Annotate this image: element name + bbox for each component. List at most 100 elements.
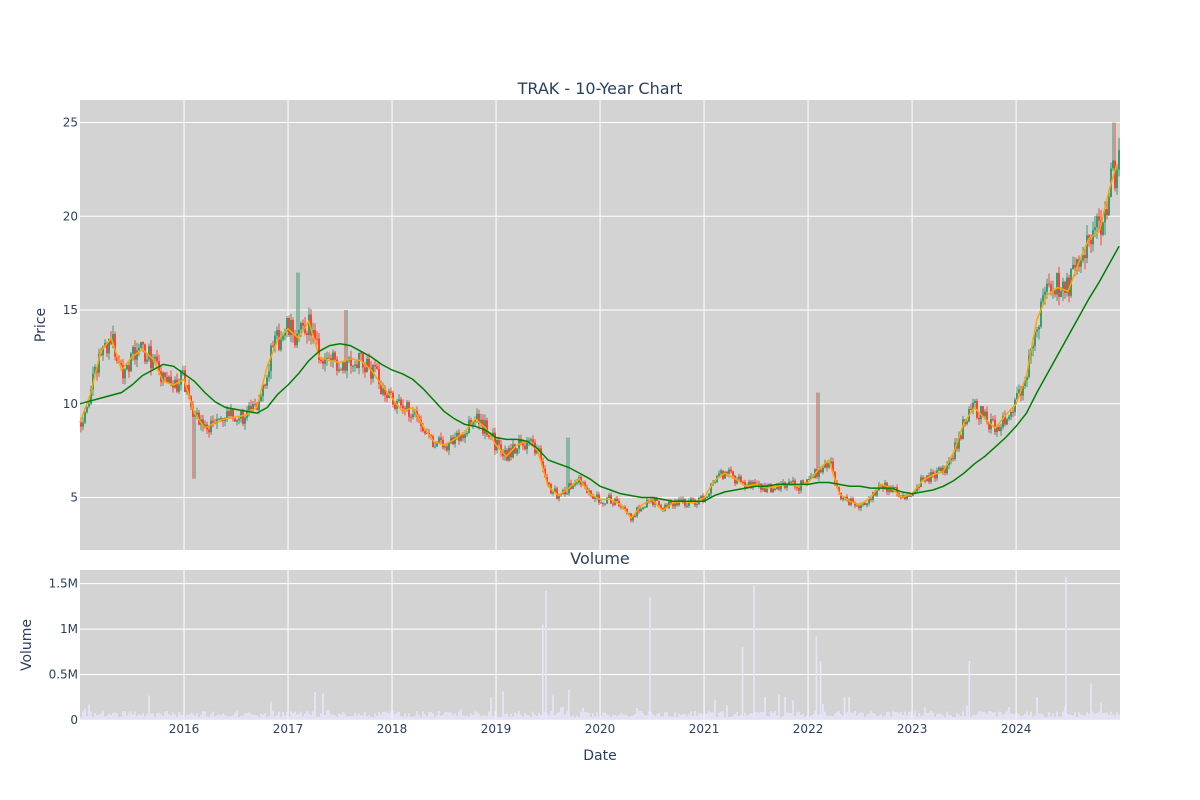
candle-body: [498, 439, 500, 445]
volume-bar: [950, 715, 952, 720]
candle-body: [480, 419, 482, 425]
candle-body: [476, 413, 478, 420]
candle-body: [946, 465, 948, 474]
volume-bar: [1112, 714, 1114, 720]
candle-body: [90, 389, 92, 404]
candle-body: [488, 435, 490, 438]
volume-bar: [414, 715, 416, 720]
candle-body: [532, 439, 534, 443]
volume-bar: [944, 717, 946, 720]
candle-body: [640, 508, 642, 512]
candle-body: [790, 481, 792, 483]
volume-bar: [152, 713, 154, 720]
volume-bar: [644, 715, 646, 720]
candle-body: [180, 371, 182, 385]
candle-body: [430, 435, 432, 437]
candle-body: [704, 497, 706, 502]
date-tick-label: 2023: [897, 722, 928, 736]
candle-body: [542, 461, 544, 469]
candle-body: [444, 446, 446, 448]
candle-body: [370, 367, 372, 379]
volume-bar: [656, 713, 658, 720]
candle-body: [296, 333, 298, 346]
candle-body: [986, 411, 988, 422]
date-tick-label: 2019: [481, 722, 512, 736]
candle-body: [354, 364, 356, 366]
candle-body: [1096, 216, 1098, 228]
volume-bar: [422, 711, 424, 720]
volume-bar: [472, 714, 474, 720]
volume-bar: [684, 713, 686, 720]
price-tick-label: 15: [63, 303, 78, 317]
candle-body: [866, 503, 868, 506]
volume-bar: [708, 711, 710, 720]
volume-bar: [598, 716, 600, 720]
volume-bar: [942, 715, 944, 720]
candle-body: [890, 487, 892, 493]
volume-bar: [606, 714, 608, 720]
candle-body: [634, 515, 636, 517]
candle-body: [448, 443, 450, 451]
volume-bar: [892, 711, 894, 720]
candle-body: [870, 498, 872, 500]
candle-body: [754, 481, 756, 485]
volume-bar: [600, 715, 602, 720]
candle-body: [520, 438, 522, 444]
candle-body: [558, 493, 560, 499]
volume-bar: [1098, 711, 1100, 720]
candle-body: [462, 434, 464, 439]
candle-body: [178, 384, 180, 392]
candle-body: [1000, 427, 1002, 432]
volume-bar: [524, 712, 526, 720]
volume-bar: [900, 712, 902, 720]
volume-bar: [388, 713, 390, 720]
volume-bar: [702, 714, 704, 720]
volume-bar: [814, 711, 816, 720]
volume-bar: [910, 711, 912, 720]
volume-bar: [154, 717, 156, 720]
candle-body: [740, 476, 742, 482]
candle-body: [130, 353, 132, 372]
candle-body: [966, 421, 968, 425]
volume-bar: [458, 711, 460, 720]
volume-bar: [410, 716, 412, 720]
candle-body: [718, 473, 720, 477]
volume-bar: [258, 716, 260, 720]
volume-bar: [510, 713, 512, 720]
candle-body: [572, 485, 574, 489]
candle-body: [1116, 169, 1118, 189]
candle-body: [962, 419, 964, 440]
volume-bar: [1094, 713, 1096, 720]
volume-bar: [328, 709, 330, 720]
volume-bar: [666, 712, 668, 720]
volume-bar: [818, 714, 820, 720]
candle-body: [154, 356, 156, 359]
volume-bar: [886, 711, 888, 720]
volume-bar: [86, 716, 88, 720]
candle-body: [374, 365, 376, 367]
volume-bar: [574, 717, 576, 720]
volume-bar: [819, 660, 822, 720]
candle-body: [328, 357, 330, 359]
volume-bar: [148, 695, 150, 720]
volume-bar: [972, 714, 974, 720]
candle-body: [662, 507, 664, 511]
candle-body: [94, 366, 96, 374]
candle-body: [1066, 277, 1068, 293]
candle-body: [212, 420, 214, 423]
candle-body: [996, 427, 998, 433]
volume-bar: [400, 716, 402, 720]
candle-body: [1064, 281, 1066, 293]
volume-bar: [874, 713, 876, 720]
candle-body: [1100, 220, 1102, 235]
volume-bar: [1048, 712, 1050, 720]
volume-bar: [396, 712, 398, 720]
candle-body: [874, 492, 876, 496]
candle-body: [312, 330, 314, 336]
volume-bar: [838, 711, 840, 720]
candle-body: [686, 505, 688, 507]
candle-body: [308, 314, 310, 335]
volume-bar: [678, 713, 680, 720]
candle-body: [350, 357, 352, 366]
volume-bar: [338, 713, 340, 720]
